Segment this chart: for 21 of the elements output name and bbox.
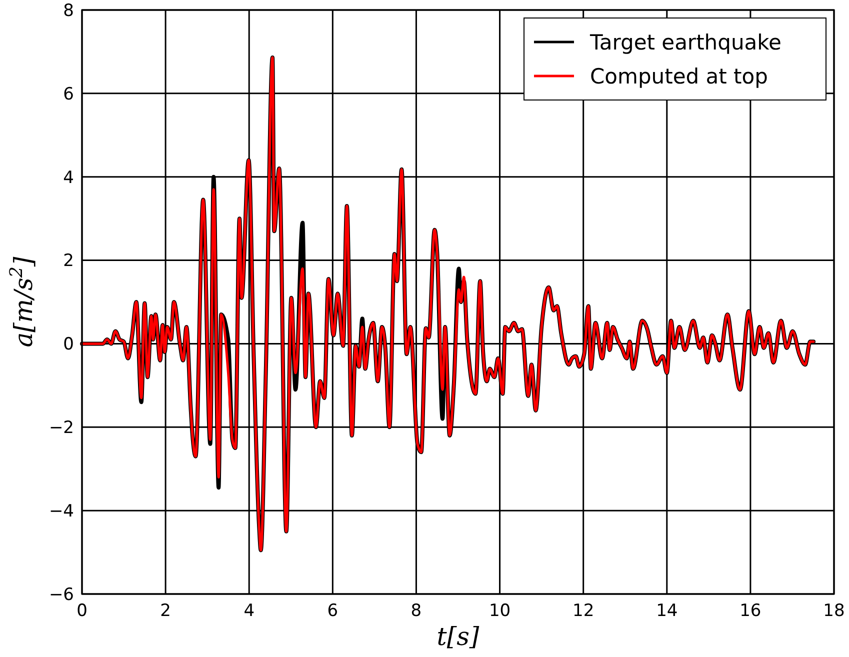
x-axis-title: t[s] (436, 622, 480, 651)
x-tick-label: 4 (244, 601, 255, 621)
x-tick-label: 12 (572, 601, 594, 621)
x-tick-label: 16 (740, 601, 762, 621)
y-tick-label: −4 (48, 502, 74, 522)
x-tick-label: 0 (76, 601, 88, 621)
x-tick-label: 2 (160, 601, 171, 621)
y-tick-label: 0 (63, 334, 74, 355)
legend-label: Computed at top (590, 64, 768, 88)
y-tick-label: 4 (63, 168, 74, 188)
x-tick-label: 14 (656, 601, 678, 621)
x-tick-label: 18 (823, 601, 845, 621)
y-tick-label: −6 (48, 584, 74, 605)
y-tick-label: 8 (63, 0, 74, 21)
legend-label: Target earthquake (589, 30, 782, 54)
y-tick-label: 6 (63, 84, 74, 104)
y-tick-label: −2 (48, 418, 74, 438)
x-tick-label: 10 (488, 601, 511, 621)
x-tick-label: 8 (410, 601, 422, 621)
x-tick-label: 6 (327, 601, 338, 621)
y-tick-label: 2 (63, 251, 74, 272)
